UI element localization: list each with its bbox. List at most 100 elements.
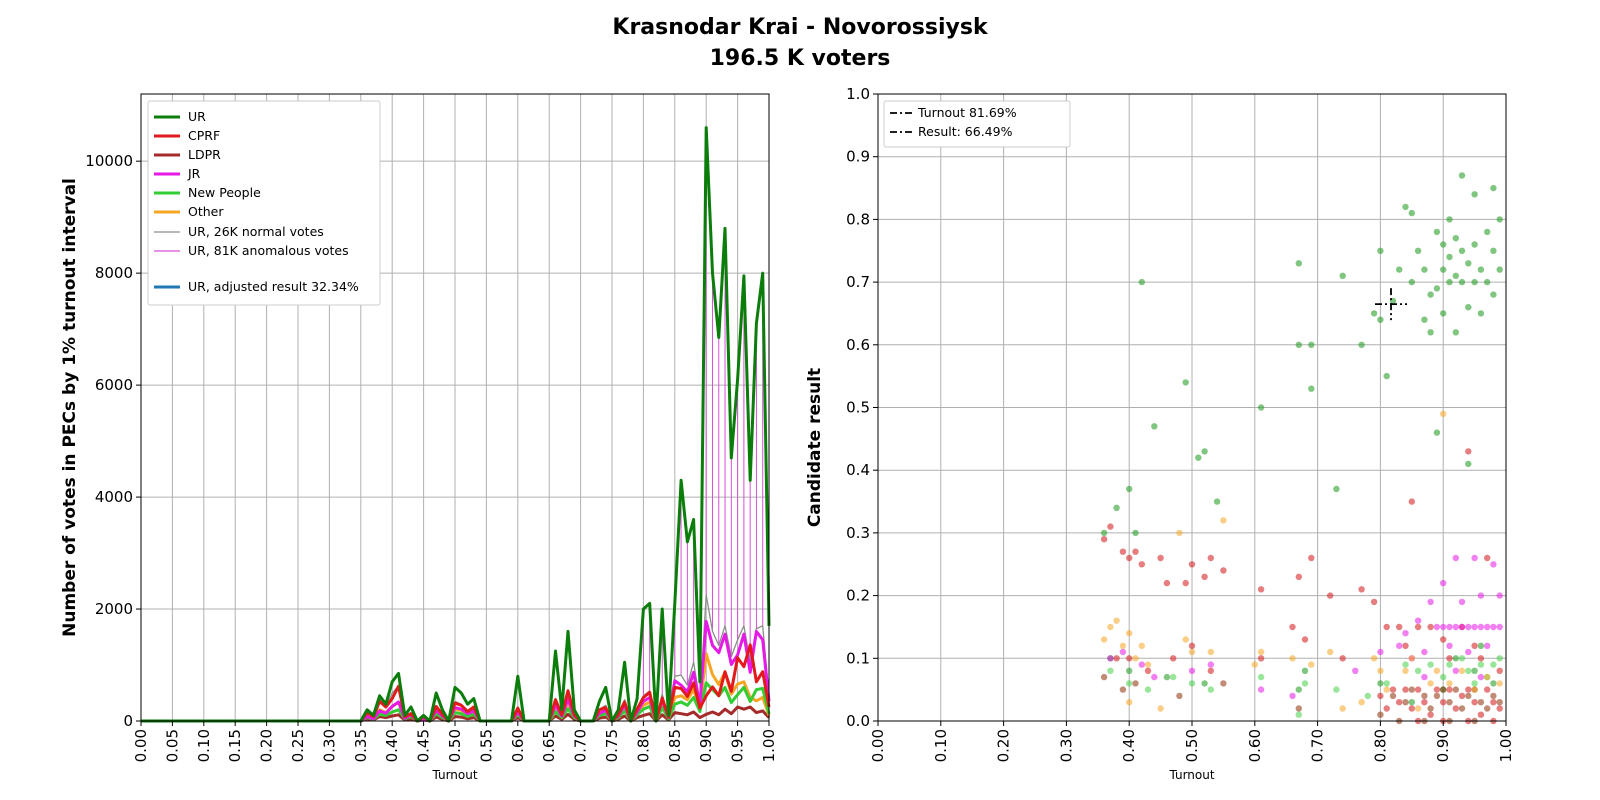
scatter-point (1458, 692, 1466, 700)
scatter-point (1452, 655, 1459, 662)
scatter-point (1377, 680, 1384, 687)
scatter-point (1471, 191, 1478, 198)
x-tick-label: 0.10 (195, 729, 213, 762)
legend-label: Turnout 81.69% (917, 105, 1017, 120)
y-tick-label: 0.7 (846, 273, 870, 291)
scatter-point (1100, 529, 1108, 537)
scatter-point (1452, 686, 1459, 693)
scatter-point (1126, 554, 1133, 562)
y-tick-label: 6000 (95, 376, 133, 394)
y-tick-label: 0.5 (846, 399, 870, 417)
scatter-point (1126, 667, 1133, 674)
scatter-point (1257, 673, 1265, 681)
scatter-point (1408, 686, 1415, 693)
scatter-series-ldpr (1100, 673, 1503, 725)
scatter-point (1408, 278, 1415, 286)
scatter-point (1126, 630, 1133, 637)
y-tick-label: 10000 (85, 152, 133, 170)
y-tick-label: 4000 (95, 488, 133, 506)
scatter-point (1433, 429, 1441, 436)
scatter-point (1421, 316, 1428, 323)
x-tick-label: 0.30 (1057, 729, 1075, 762)
scatter-point (1126, 655, 1133, 662)
scatter-point (1440, 636, 1447, 643)
scatter-point (1182, 379, 1189, 386)
scatter-point (1163, 673, 1171, 681)
y-tick-label: 0.0 (846, 712, 870, 730)
scatter-point (1477, 655, 1485, 662)
scatter-point (1370, 655, 1378, 662)
x-tick-label: 0.45 (415, 729, 433, 762)
scatter-point (1440, 410, 1447, 417)
scatter-point (1138, 642, 1145, 649)
scatter-point (1465, 448, 1472, 455)
scatter-point (1471, 278, 1478, 286)
scatter-point (1427, 711, 1434, 718)
scatter-point (1496, 266, 1503, 273)
scatter-point (1151, 673, 1158, 681)
legend-label: UR, 26K normal votes (188, 224, 324, 239)
scatter-point (1477, 310, 1485, 317)
scatter-point (1113, 617, 1120, 624)
scatter-point (1358, 341, 1365, 348)
x-axis-label: Turnout (1168, 768, 1214, 782)
scatter-point (1458, 598, 1466, 606)
scatter-point (1433, 623, 1441, 631)
legend-label: UR (188, 109, 206, 124)
x-tick-label: 0.60 (1246, 729, 1264, 762)
scatter-point (1446, 216, 1453, 223)
scatter-point (1188, 667, 1196, 674)
scatter-point (1383, 372, 1390, 380)
scatter-point (1377, 316, 1384, 323)
scatter-point (1220, 567, 1227, 574)
x-tick-label: 0.80 (634, 729, 652, 762)
scatter-point (1458, 278, 1466, 286)
scatter-point (1427, 661, 1434, 668)
x-tick-label: 0.20 (995, 729, 1013, 762)
x-tick-label: 0.15 (226, 729, 244, 762)
y-tick-label: 0.6 (846, 336, 870, 354)
scatter-point (1113, 504, 1120, 511)
scatter-point (1427, 598, 1434, 606)
scatter-point (1402, 203, 1409, 211)
scatter-point (1396, 266, 1403, 273)
y-tick-label: 0.2 (846, 587, 870, 605)
scatter-point (1471, 680, 1478, 687)
scatter-point (1132, 529, 1139, 537)
scatter-point (1408, 498, 1415, 505)
scatter-point (1358, 699, 1365, 706)
scatter-point (1383, 680, 1390, 687)
right-chart-scatter: 0.00 0.10 0.20 0.30 0.40 0.50 0.60 0.70 0.80 0.90… (805, 85, 1515, 782)
scatter-point (1408, 705, 1415, 712)
scatter-point (1295, 260, 1302, 267)
scatter-point (1440, 686, 1447, 693)
scatter-point (1157, 705, 1164, 712)
scatter-point (1490, 561, 1497, 568)
scatter-point (1414, 247, 1422, 254)
scatter-point (1251, 661, 1258, 668)
scatter-point (1458, 623, 1466, 631)
scatter-point (1414, 617, 1422, 624)
scatter-point (1370, 598, 1378, 606)
legend-label: UR, adjusted result 32.34% (188, 279, 359, 294)
x-tick-label: 0.60 (509, 729, 527, 762)
scatter-point (1458, 655, 1466, 662)
scatter-point (1490, 184, 1497, 192)
scatter-point (1465, 667, 1472, 674)
legend-box (883, 100, 1071, 148)
x-tick-label: 0.50 (446, 729, 464, 762)
x-tick-label: 0.90 (697, 729, 715, 762)
scatter-point (1195, 454, 1202, 461)
scatter-point (1477, 592, 1485, 599)
scatter-point (1396, 623, 1403, 631)
scatter-point (1207, 554, 1214, 562)
scatter-point (1402, 699, 1409, 706)
scatter-point (1484, 228, 1491, 236)
scatter-point (1295, 686, 1302, 693)
scatter-point (1477, 673, 1485, 681)
scatter-point (1207, 686, 1214, 693)
scatter-point (1327, 648, 1334, 656)
scatter-point (1100, 636, 1108, 643)
scatter-point (1496, 680, 1503, 687)
scatter-point (1402, 630, 1409, 637)
